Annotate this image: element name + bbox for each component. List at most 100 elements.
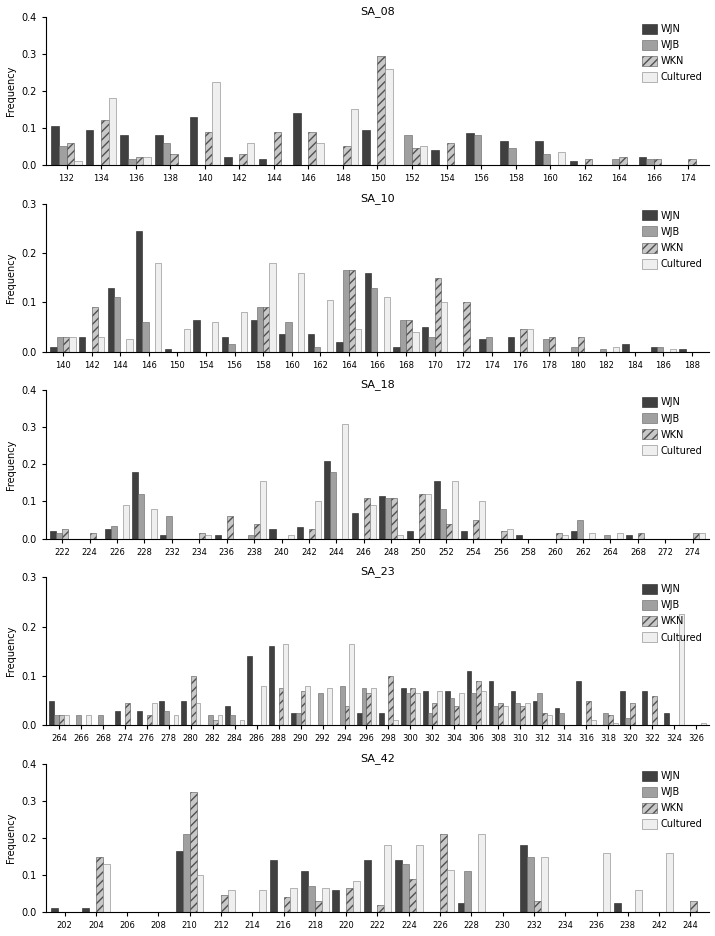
Bar bbox=[445, 691, 450, 725]
Bar bbox=[555, 708, 559, 725]
Bar bbox=[657, 346, 664, 352]
Bar bbox=[50, 531, 56, 538]
Bar bbox=[613, 723, 618, 725]
Bar bbox=[332, 890, 340, 913]
Bar bbox=[142, 322, 149, 352]
Legend: WJN, WJB, WKN, Cultured: WJN, WJB, WKN, Cultured bbox=[640, 209, 704, 271]
Bar bbox=[193, 319, 199, 352]
Bar bbox=[440, 834, 447, 913]
Bar bbox=[270, 263, 276, 352]
Bar bbox=[260, 890, 266, 913]
Bar bbox=[398, 534, 403, 538]
Bar bbox=[322, 888, 329, 913]
Bar bbox=[402, 864, 409, 913]
Bar bbox=[283, 644, 288, 725]
Bar bbox=[428, 337, 435, 352]
Bar bbox=[654, 159, 661, 165]
Bar bbox=[150, 509, 157, 538]
Bar bbox=[197, 875, 204, 913]
Bar bbox=[98, 715, 103, 725]
Bar bbox=[493, 706, 498, 725]
Bar bbox=[498, 703, 503, 725]
Bar bbox=[247, 656, 252, 725]
Bar bbox=[626, 534, 632, 538]
Bar bbox=[418, 494, 425, 538]
Bar bbox=[447, 142, 454, 165]
Bar bbox=[452, 481, 458, 538]
Bar bbox=[330, 472, 336, 538]
Bar bbox=[213, 721, 217, 725]
Bar bbox=[577, 520, 583, 538]
Bar bbox=[166, 517, 172, 538]
Bar bbox=[189, 117, 197, 165]
Bar bbox=[415, 694, 420, 725]
Bar bbox=[317, 694, 322, 725]
Bar bbox=[425, 494, 430, 538]
Bar bbox=[298, 272, 305, 352]
Bar bbox=[500, 531, 507, 538]
Bar bbox=[619, 157, 627, 165]
Bar bbox=[461, 531, 468, 538]
Bar bbox=[290, 888, 297, 913]
Bar bbox=[284, 898, 290, 913]
Bar bbox=[473, 520, 480, 538]
Bar bbox=[316, 142, 324, 165]
Bar bbox=[409, 879, 415, 913]
Bar bbox=[155, 136, 162, 165]
Bar bbox=[230, 715, 235, 725]
Bar bbox=[405, 136, 412, 165]
Bar bbox=[571, 346, 578, 352]
Bar bbox=[621, 691, 625, 725]
Bar bbox=[473, 136, 481, 165]
Bar bbox=[364, 498, 370, 538]
Title: SA_18: SA_18 bbox=[360, 379, 395, 390]
Bar bbox=[433, 703, 438, 725]
Title: SA_08: SA_08 bbox=[360, 6, 395, 17]
Bar bbox=[454, 706, 459, 725]
Bar bbox=[542, 713, 547, 725]
Bar bbox=[301, 871, 308, 913]
Bar bbox=[79, 337, 85, 352]
Bar bbox=[125, 703, 129, 725]
Bar bbox=[92, 307, 98, 352]
Bar bbox=[184, 329, 190, 352]
Bar bbox=[342, 424, 348, 538]
Bar bbox=[123, 505, 129, 538]
Bar bbox=[74, 161, 82, 165]
Bar bbox=[308, 132, 316, 165]
Bar bbox=[603, 713, 608, 725]
Bar bbox=[54, 715, 59, 725]
Bar bbox=[196, 703, 200, 725]
Bar bbox=[385, 845, 391, 913]
Bar bbox=[103, 864, 109, 913]
Bar bbox=[471, 694, 476, 725]
Bar bbox=[440, 509, 446, 538]
Bar bbox=[533, 701, 538, 725]
Bar bbox=[480, 502, 485, 538]
Bar bbox=[559, 713, 564, 725]
Bar bbox=[420, 146, 428, 165]
Bar bbox=[315, 502, 321, 538]
Bar bbox=[56, 337, 63, 352]
Y-axis label: Frequency: Frequency bbox=[6, 253, 16, 303]
Bar bbox=[164, 710, 169, 725]
Bar bbox=[64, 715, 69, 725]
Bar bbox=[379, 496, 385, 538]
Bar bbox=[69, 337, 76, 352]
Bar bbox=[362, 688, 367, 725]
Bar bbox=[147, 715, 152, 725]
Bar bbox=[162, 142, 170, 165]
Bar bbox=[638, 533, 644, 538]
Bar bbox=[562, 534, 568, 538]
Bar bbox=[51, 909, 58, 913]
Bar bbox=[270, 860, 277, 913]
Bar bbox=[212, 81, 220, 165]
Bar bbox=[527, 329, 533, 352]
Bar bbox=[664, 713, 669, 725]
Bar bbox=[259, 159, 266, 165]
Legend: WJN, WJB, WKN, Cultured: WJN, WJB, WKN, Cultured bbox=[640, 768, 704, 831]
Bar bbox=[287, 534, 294, 538]
Bar bbox=[600, 349, 606, 352]
Bar bbox=[410, 688, 415, 725]
Bar bbox=[670, 349, 676, 352]
